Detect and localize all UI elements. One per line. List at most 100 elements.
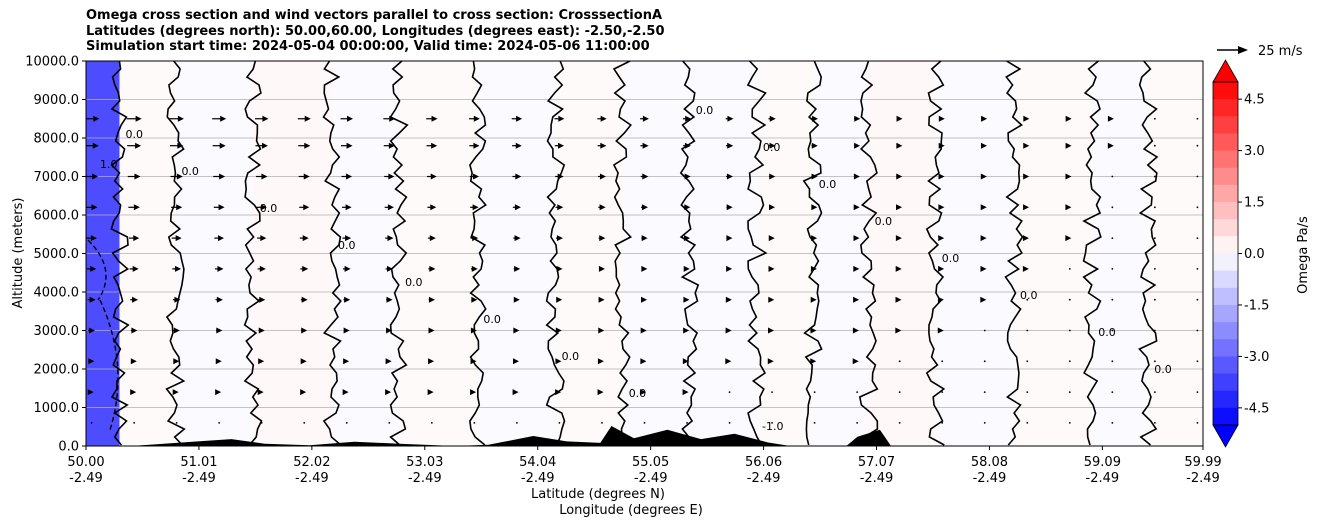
wind-arrow bbox=[1153, 298, 1156, 301]
wind-arrow bbox=[1068, 298, 1071, 301]
terrain bbox=[130, 426, 892, 446]
contour-label-negative: -1.0 bbox=[762, 420, 783, 433]
x-tick-label-lon: -2.49 bbox=[1186, 471, 1220, 486]
wind-arrow bbox=[941, 360, 944, 363]
wind-arrowhead bbox=[429, 235, 436, 242]
contour-label: 0.0 bbox=[126, 128, 144, 141]
negative-contour bbox=[99, 299, 119, 431]
wind-arrowhead bbox=[684, 235, 691, 242]
wind-arrow bbox=[1068, 422, 1071, 424]
wind-arrowhead bbox=[385, 358, 392, 365]
terrain-profile bbox=[130, 426, 892, 446]
wind-arrow bbox=[983, 329, 986, 332]
wind-arrow bbox=[1111, 298, 1114, 301]
wind-arrowhead bbox=[641, 204, 648, 211]
x-tick-label-lon: -2.49 bbox=[521, 471, 555, 486]
wind-arrowhead bbox=[642, 115, 649, 122]
wind-arrow bbox=[1196, 237, 1199, 240]
wind-arrowhead bbox=[132, 296, 139, 303]
wind-arrow bbox=[1153, 422, 1156, 424]
wind-arrowhead bbox=[556, 265, 563, 272]
colorbar-tick-label: 1.5 bbox=[1244, 196, 1265, 211]
zero-contour bbox=[612, 61, 633, 446]
wind-arrowhead bbox=[470, 327, 477, 334]
wind-arrowhead bbox=[344, 265, 351, 272]
x-axis: 50.00-2.4951.01-2.4952.02-2.4953.03-2.49… bbox=[67, 446, 1222, 486]
y-tick-label: 8000.0 bbox=[34, 132, 80, 147]
wind-arrowhead bbox=[173, 327, 180, 334]
wind-arrowhead bbox=[938, 142, 945, 149]
wind-arrowhead bbox=[558, 115, 565, 122]
wind-arrow bbox=[1153, 237, 1156, 240]
colorbar-extend-min bbox=[1212, 424, 1239, 448]
zero-contour bbox=[389, 61, 409, 446]
vector-key: 25 m/s bbox=[1217, 44, 1303, 59]
contour-label: 0.0 bbox=[1098, 326, 1116, 339]
wind-arrowhead bbox=[852, 327, 859, 334]
wind-arrowhead bbox=[92, 173, 99, 180]
wind-arrowhead bbox=[176, 204, 183, 211]
wind-arrowhead bbox=[302, 235, 309, 242]
x-tick-label-lat: 59.09 bbox=[1084, 455, 1121, 470]
wind-arrowhead bbox=[726, 204, 733, 211]
wind-arrowhead bbox=[472, 235, 479, 242]
wind-arrowhead bbox=[642, 173, 649, 180]
wind-arrowhead bbox=[216, 296, 223, 303]
contour-label: 0.0 bbox=[260, 202, 278, 215]
wind-arrow bbox=[516, 422, 518, 424]
wind-arrowhead bbox=[514, 265, 521, 272]
wind-arrow bbox=[728, 391, 731, 393]
wind-arrowhead bbox=[177, 142, 184, 149]
wind-arrowhead bbox=[767, 358, 774, 365]
y-tick-label: 0.0 bbox=[58, 440, 79, 455]
wind-arrowhead bbox=[386, 296, 393, 303]
wind-arrow bbox=[771, 422, 773, 424]
wind-arrowhead bbox=[259, 296, 266, 303]
zero-contour bbox=[802, 61, 823, 446]
wind-arrow bbox=[260, 422, 263, 424]
wind-arrow bbox=[941, 391, 944, 393]
y-axis: 0.0 1000.0 2000.0 3000.0 4000.0 5000.0 6000.0 7… bbox=[25, 55, 86, 455]
colorbar-tick-label: 3.0 bbox=[1244, 144, 1265, 159]
wind-arrowhead bbox=[219, 173, 226, 180]
zero-contour bbox=[165, 61, 186, 446]
colorbar-segment bbox=[1213, 356, 1238, 375]
wind-arrowhead bbox=[431, 142, 438, 149]
colorbar: 4.5 3.0 1.5 0.0 -1.5 -3.0 -4.5 bbox=[1212, 59, 1269, 448]
wind-arrowhead bbox=[683, 296, 690, 303]
wind-arrowhead bbox=[853, 265, 860, 272]
wind-arrowhead bbox=[980, 173, 987, 180]
wind-arrowhead bbox=[130, 358, 137, 365]
wind-arrowhead bbox=[516, 115, 523, 122]
wind-arrowhead bbox=[472, 204, 479, 211]
wind-arrowhead bbox=[346, 115, 353, 122]
colorbar-tick-label: -1.5 bbox=[1244, 298, 1269, 313]
y-tick-label: 3000.0 bbox=[34, 324, 80, 339]
wind-arrow bbox=[1026, 329, 1029, 332]
wind-arrowhead bbox=[427, 389, 434, 396]
wind-arrow bbox=[813, 422, 816, 424]
wind-arrowhead bbox=[346, 142, 353, 149]
wind-arrowhead bbox=[220, 115, 227, 122]
wind-arrowhead bbox=[980, 142, 987, 149]
wind-arrowhead bbox=[557, 204, 564, 211]
wind-arrow bbox=[1153, 391, 1156, 393]
x-axis-label-lat: Latitude (degrees N) bbox=[531, 487, 665, 502]
y-tick-label: 5000.0 bbox=[34, 247, 80, 262]
wind-arrow bbox=[1026, 422, 1029, 424]
wind-arrowhead bbox=[513, 327, 520, 334]
wind-arrowhead bbox=[811, 142, 818, 149]
wind-arrowhead bbox=[387, 235, 394, 242]
wind-arrowhead bbox=[938, 173, 945, 180]
wind-arrowhead bbox=[556, 296, 563, 303]
x-tick-label-lon: -2.49 bbox=[973, 471, 1007, 486]
wind-arrow bbox=[473, 422, 476, 424]
wind-arrow bbox=[1196, 144, 1199, 147]
zero-contour bbox=[858, 61, 879, 446]
wind-arrowhead bbox=[90, 265, 97, 272]
x-tick-label-lat: 58.08 bbox=[971, 455, 1008, 470]
wind-arrow bbox=[856, 391, 859, 393]
x-tick-label-lon: -2.49 bbox=[295, 471, 329, 486]
wind-arrowhead bbox=[810, 265, 817, 272]
